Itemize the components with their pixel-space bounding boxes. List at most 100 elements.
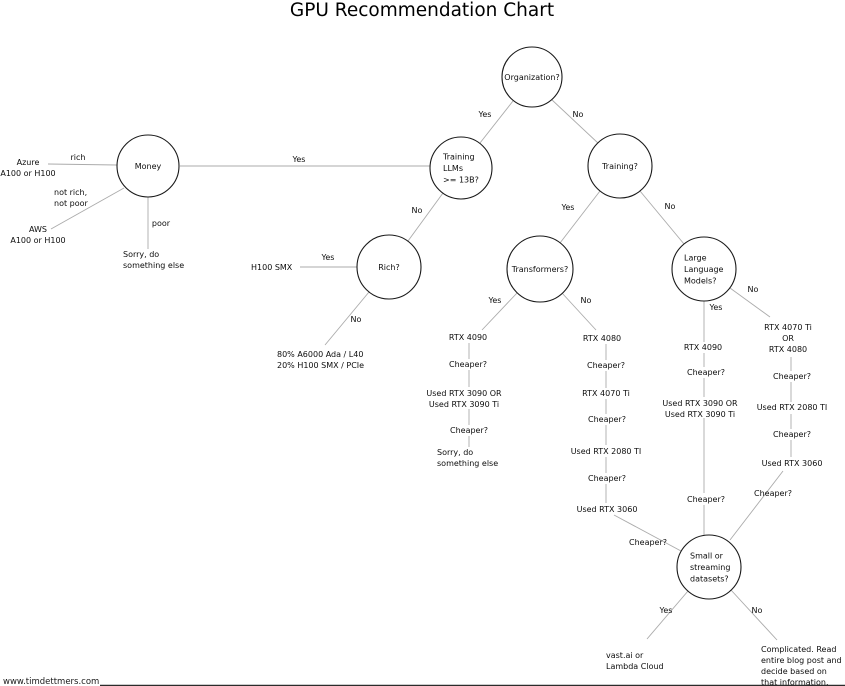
label-sorry-a: Sorry, do <box>437 448 473 457</box>
label-cheaper-c1: Cheaper? <box>687 368 725 377</box>
node-label-small-streaming: datasets? <box>690 575 729 584</box>
edge-label-datasets-yes: Yes <box>659 606 673 615</box>
edge-label-llm-yes: Yes <box>709 303 723 312</box>
chart-title: GPU Recommendation Chart <box>290 0 554 21</box>
label-vast-lambda: Lambda Cloud <box>606 662 664 671</box>
label-used-3060-d: Used RTX 3060 <box>762 459 823 468</box>
label-rtx-4070-ti-b: RTX 4070 Ti <box>582 389 630 398</box>
label-complicated: Complicated. Read <box>761 645 836 654</box>
node-label-organization: Organization? <box>504 73 559 82</box>
label-a6000-l40: 80% A6000 Ada / L40 <box>277 350 363 359</box>
label-used-3090-c: Used RTX 3090 OR <box>662 399 738 408</box>
edge-label-training-yes: Yes <box>561 203 575 212</box>
node-label-training: Training? <box>601 162 638 171</box>
label-complicated: entire blog post and <box>761 656 842 665</box>
node-small-streaming <box>676 534 742 600</box>
node-label-small-streaming: Small or <box>690 552 724 561</box>
label-not-rich-not-poor: not poor <box>54 199 89 208</box>
label-cheaper-b1: Cheaper? <box>587 361 625 370</box>
label-aws: A100 or H100 <box>10 236 65 245</box>
label-sorry-poor: something else <box>123 261 184 270</box>
label-used-3090-c: Used RTX 3090 Ti <box>665 410 735 419</box>
edge-training-no <box>639 190 685 245</box>
node-organization <box>501 46 563 108</box>
label-cheaper-d2: Cheaper? <box>773 430 811 439</box>
label-cheaper-c2: Cheaper? <box>687 495 725 504</box>
edge-label-money-rich: rich <box>71 153 86 162</box>
label-azure: A100 or H100 <box>0 169 55 178</box>
node-label-rich: Rich? <box>378 263 400 272</box>
edge-label-organization-no: No <box>573 110 584 119</box>
label-azure: Azure <box>17 158 40 167</box>
edge-label-rich-no: No <box>351 315 362 324</box>
edge-organization-yes <box>479 100 514 144</box>
edge-label-training-no: No <box>665 202 676 211</box>
node-label-training-llms: Training <box>442 153 475 162</box>
edge-chain-d-to-datasets <box>729 470 784 541</box>
edge-label-chain-b-to-datasets: Cheaper? <box>629 538 667 547</box>
label-used-3090-a: Used RTX 3090 Ti <box>429 400 499 409</box>
label-used-2080-b: Used RTX 2080 TI <box>571 447 642 456</box>
label-used-3060-b: Used RTX 3060 <box>577 505 638 514</box>
node-label-training-llms: >= 13B? <box>443 176 479 185</box>
label-used-3090-a: Used RTX 3090 OR <box>426 389 502 398</box>
edge-money-rich <box>47 163 118 166</box>
label-a6000-l40: 20% H100 SMX / PCIe <box>277 361 364 370</box>
node-label-money: Money <box>135 162 162 171</box>
edge-label-training-llms-no: No <box>412 206 423 215</box>
label-complicated: that information. <box>761 678 829 686</box>
label-rtx-4090-c: RTX 4090 <box>684 343 722 352</box>
edge-label-money-poor: poor <box>152 219 171 228</box>
edge-datasets-yes <box>646 590 689 640</box>
label-complicated: decide based on <box>761 667 827 676</box>
node-training-llms <box>429 136 493 200</box>
node-money <box>116 134 180 198</box>
label-cheaper-a1: Cheaper? <box>449 360 487 369</box>
edge-datasets-no <box>730 589 778 641</box>
label-used-2080-d: Used RTX 2080 TI <box>757 403 828 412</box>
label-h100-smx: H100 SMX <box>251 263 293 272</box>
edge-training-yes <box>559 190 601 244</box>
edge-label-rich-yes: Yes <box>321 253 335 262</box>
label-sorry-a: something else <box>437 459 498 468</box>
edge-label-transformers-no: No <box>581 296 592 305</box>
edge-money-not-rich-not-poor <box>50 187 125 230</box>
edge-label-datasets-no: No <box>752 606 763 615</box>
node-label-llm: Models? <box>684 277 716 286</box>
label-cheaper-a2: Cheaper? <box>450 426 488 435</box>
node-training <box>587 133 653 199</box>
edge-training-llms-no <box>407 192 444 242</box>
node-llm <box>671 236 737 302</box>
label-cheaper-d1: Cheaper? <box>773 372 811 381</box>
node-transformers <box>506 235 574 303</box>
label-rtx-4070-or-4080: RTX 4080 <box>769 345 807 354</box>
edge-label-llm-no: No <box>748 285 759 294</box>
edge-label-transformers-yes: Yes <box>488 296 502 305</box>
label-rtx-4070-or-4080: RTX 4070 Ti <box>764 323 812 332</box>
node-rich <box>356 234 422 300</box>
flowchart-graph: Organization? Money Training LLMs >= 13B? Tra… <box>0 46 842 686</box>
node-label-training-llms: LLMs <box>443 164 463 173</box>
edge-label-organization-yes: Yes <box>478 110 492 119</box>
label-rtx-4080: RTX 4080 <box>583 334 621 343</box>
label-aws: AWS <box>29 225 47 234</box>
node-label-transformers: Transformers? <box>511 265 568 274</box>
edge-transformers-no <box>561 292 597 331</box>
label-rtx-4090-a: RTX 4090 <box>449 333 487 342</box>
node-label-llm: Large <box>684 254 707 263</box>
edge-rich-no <box>324 291 370 346</box>
edge-llm-no <box>729 287 771 318</box>
node-label-llm: Language <box>684 265 724 274</box>
label-sorry-poor: Sorry, do <box>123 250 159 259</box>
label-cheaper-b2: Cheaper? <box>588 415 626 424</box>
edge-label-chain-d-to-datasets: Cheaper? <box>754 489 792 498</box>
edge-chain-b-to-datasets <box>613 514 682 552</box>
node-label-small-streaming: streaming <box>690 563 730 572</box>
label-rtx-4070-or-4080: OR <box>782 334 794 343</box>
edge-label-money-yes: Yes <box>292 155 306 164</box>
label-not-rich-not-poor: not rich, <box>54 188 87 197</box>
label-vast-lambda: vast.ai or <box>606 651 644 660</box>
edge-transformers-yes <box>481 292 518 331</box>
